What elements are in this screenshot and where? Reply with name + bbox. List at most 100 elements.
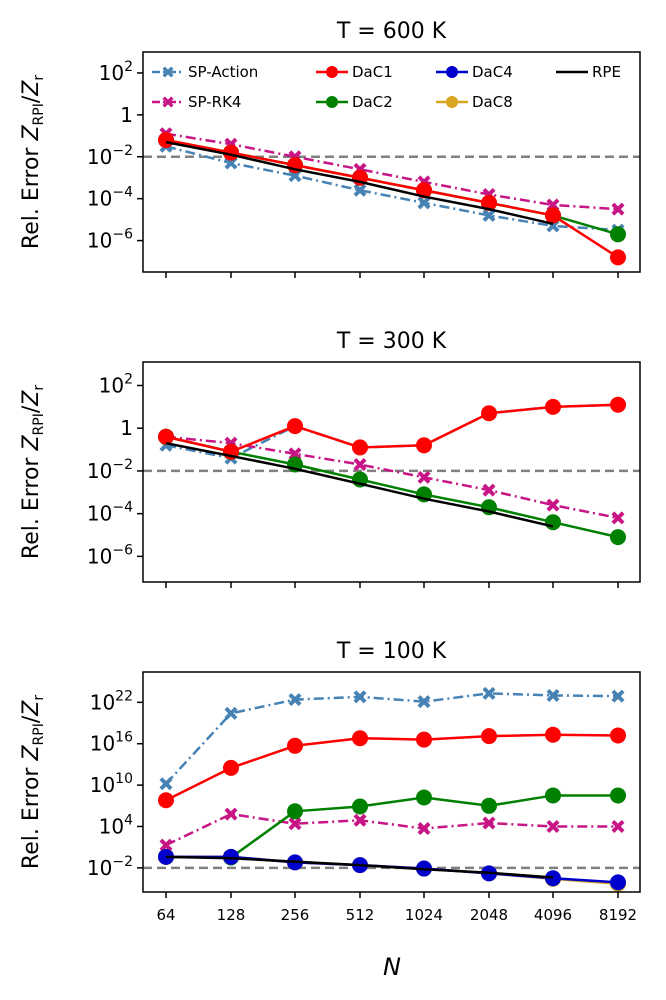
y-axis-label: Rel. Error ZRPI/Zr [19, 695, 47, 869]
series-group [158, 686, 626, 892]
legend-item-dac1: DaC1 [316, 63, 393, 81]
y-axis-label-slash: / [19, 95, 44, 103]
legend-item-dac2: DaC2 [316, 93, 393, 111]
legend-label: RPE [592, 63, 621, 81]
dac1-point [223, 759, 239, 776]
legend-item-dac4: DaC4 [436, 63, 513, 81]
dac4-point [223, 848, 239, 865]
y-tick-label: 1016 [90, 730, 133, 756]
dac2-point [610, 226, 626, 243]
axes-frame [142, 361, 641, 583]
dac1-point [545, 207, 561, 224]
y-tick-label: 10−2 [87, 854, 133, 880]
y-tick-label: 10−6 [87, 542, 133, 568]
dac1-point [481, 728, 497, 745]
sp-rk4-point [224, 807, 238, 821]
dac2-point [352, 798, 368, 815]
legend-item-dac8: DaC8 [436, 93, 513, 111]
sp-rk4-point [546, 819, 560, 833]
sp-action-point [546, 688, 560, 702]
dac1-point [481, 194, 497, 211]
sp-rk4-point [611, 819, 625, 833]
y-tick-label: 10−4 [87, 185, 133, 211]
y-axis-label-sub: r [31, 75, 47, 81]
dac1-point [158, 792, 174, 809]
y-axis-label-z: Z [19, 700, 44, 717]
dac1-point [287, 737, 303, 754]
y-tick-label: 10−6 [87, 227, 133, 253]
sp-action-point [159, 777, 173, 791]
dac1-point [158, 428, 174, 445]
legend-marker [326, 96, 338, 108]
dac2-point [610, 787, 626, 804]
legend-marker [326, 66, 338, 78]
y-axis-label-sub: RPI [31, 723, 47, 745]
dac1-point [545, 398, 561, 415]
rpe-line [165, 855, 554, 879]
sp-action-point [353, 183, 367, 197]
dac1-point [287, 418, 303, 435]
y-tick-label: 1 [120, 103, 133, 127]
dac1-point [610, 396, 626, 413]
y-axis-label-prefix: Rel. Error [19, 761, 44, 870]
y-axis-label-z: Z [19, 745, 44, 762]
x-tick-label: 1024 [405, 906, 443, 924]
dac1-point [158, 132, 174, 148]
y-axis-label-sub: RPI [31, 413, 47, 435]
y-axis-label-prefix: Rel. Error [19, 451, 44, 560]
panel-title: T = 100 K [336, 639, 447, 664]
dac2-line [165, 435, 619, 539]
x-tick-label: 4096 [534, 906, 572, 924]
axes-frame [142, 51, 641, 273]
dac1-point [416, 182, 432, 199]
legend-marker [446, 66, 458, 78]
panel-title: T = 600 K [336, 19, 447, 44]
dac1-point [416, 731, 432, 748]
sp-rk4-point [159, 838, 173, 852]
y-tick-label: 1010 [90, 771, 133, 797]
sp-rk4-point [417, 470, 431, 484]
y-axis-label-slash: / [19, 715, 44, 723]
sp-action-point [417, 695, 431, 709]
dac2-point [545, 514, 561, 531]
legend-label: DaC1 [352, 63, 393, 81]
sp-rk4-line [165, 132, 619, 211]
sp-rk4-point [611, 202, 625, 216]
legend-label: DaC2 [352, 93, 393, 111]
dac2-point [481, 797, 497, 814]
y-tick-label: 10−2 [87, 457, 133, 483]
legend-label: SP-RK4 [188, 93, 241, 111]
legend-label: DaC4 [472, 63, 513, 81]
y-tick-label: 102 [99, 371, 133, 397]
dac1-point [416, 437, 432, 454]
sp-rk4-point [353, 813, 367, 827]
dac1-point [481, 405, 497, 422]
dac1-line [165, 733, 619, 802]
dac2-point [287, 803, 303, 820]
y-axis-label-prefix: Rel. Error [19, 141, 44, 250]
sp-action-point [353, 690, 367, 704]
rpe-line [165, 441, 554, 528]
dac2-line [165, 794, 618, 859]
y-tick-label: 10−2 [87, 143, 133, 169]
dac4-point [610, 874, 626, 891]
dac2-point [416, 789, 432, 806]
sp-rk4-point [288, 447, 302, 461]
x-tick-label: 256 [281, 906, 310, 924]
series-group [158, 396, 626, 546]
legend-item-rpe: RPE [556, 63, 621, 81]
sp-rk4-point [482, 816, 496, 830]
sp-action-point [224, 706, 238, 720]
y-axis-label-sub: r [31, 385, 47, 391]
y-axis-label-z: Z [19, 125, 44, 142]
sp-action-point [417, 196, 431, 210]
sp-action-point [611, 689, 625, 703]
sp-rk4-line [165, 435, 619, 520]
dac1-point [352, 730, 368, 747]
x-tick-label: 8192 [599, 906, 637, 924]
legend-item-sp-rk4: SP-RK4 [152, 93, 241, 111]
y-axis-label: Rel. Error ZRPI/Zr [19, 75, 47, 249]
x-tick-label: 64 [156, 906, 175, 924]
